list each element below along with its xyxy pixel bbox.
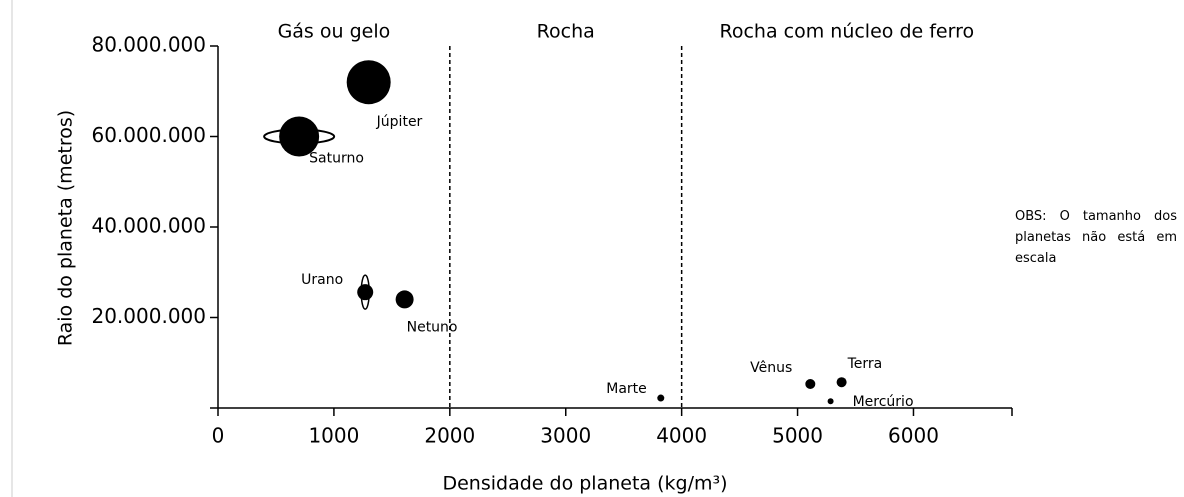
planet [657,394,665,402]
x-tick-label: 0 [212,424,225,448]
x-tick-label: 1000 [308,424,359,448]
y-axis-label: Raio do planeta (metros) [55,110,77,346]
x-tick-label: 2000 [424,424,475,448]
planet-label: Saturno [309,151,364,167]
x-tick-label: 3000 [540,424,591,448]
planet [836,377,847,388]
planet-label: Vênus [750,360,792,376]
note: OBS: O tamanho dos planetas não está em … [1015,209,1177,266]
planet-label: Urano [301,272,343,288]
planet-label: Marte [606,381,647,397]
planet [805,379,816,390]
planet [357,284,374,301]
planet-label: Júpiter [376,114,423,130]
region-label: Rocha [537,21,595,43]
y-tick-label: 80.000.000 [91,33,206,57]
planet-label: Netuno [407,319,458,335]
planet-label: Terra [847,356,883,372]
x-axis-label: Densidade do planeta (kg/m³) [442,473,727,495]
region-label: Rocha com núcleo de ferro [720,21,975,43]
y-tick-label: 40.000.000 [91,214,206,238]
planet [346,60,391,105]
planet-label: Mercúrio [853,394,914,410]
planet [279,116,320,157]
planet [827,398,834,405]
x-tick-label: 6000 [888,424,939,448]
region-label: Gás ou gelo [278,21,391,43]
y-tick-label: 20.000.000 [91,304,206,328]
y-tick-label: 60.000.000 [91,123,206,147]
x-tick-label: 4000 [656,424,707,448]
x-tick-label: 5000 [772,424,823,448]
planet [395,290,414,309]
